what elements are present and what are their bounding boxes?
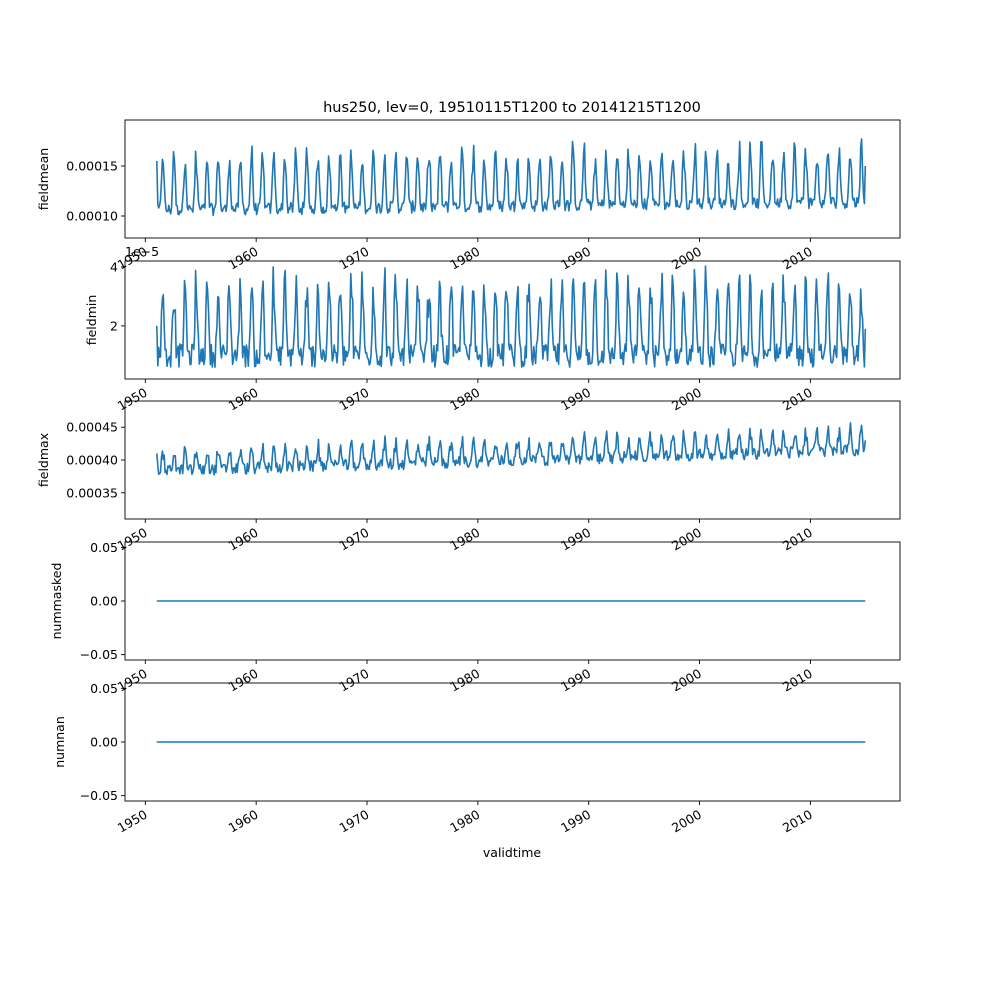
- y-tick-label: 0.00040: [66, 453, 118, 468]
- x-tick-label: 1970: [336, 807, 371, 836]
- y-tick-label: 0.05: [90, 681, 118, 696]
- x-tick-label: 1960: [226, 525, 261, 554]
- x-tick-label: 1980: [447, 244, 482, 273]
- subplot-fieldmax: 0.00035 0.00040 0.00045 1950 1960 1970 1980 199…: [36, 400, 901, 554]
- x-tick-label: 1980: [447, 807, 482, 836]
- x-tick-label: 1980: [447, 666, 482, 695]
- y-tick-label: 0.00035: [66, 485, 118, 500]
- x-tick-label: 1960: [226, 385, 261, 414]
- x-tick-label: 2010: [780, 525, 815, 554]
- x-tick-label: 1970: [336, 525, 371, 554]
- x-tick-label: 2000: [669, 807, 704, 836]
- y-tick-label: 0.00015: [66, 159, 118, 174]
- y-axis-label: fieldmin: [84, 295, 99, 346]
- x-tick-label: 2000: [669, 666, 704, 695]
- x-tick-label: 1970: [336, 385, 371, 414]
- y-axis-label: fieldmean: [36, 148, 51, 210]
- x-tick-label: 1960: [226, 244, 261, 273]
- x-tick-label: 2010: [780, 666, 815, 695]
- series-line-fieldmax: [156, 421, 867, 476]
- series-line-fieldmean: [156, 138, 867, 217]
- y-axis-label: fieldmax: [36, 433, 51, 487]
- x-tick-label: 2000: [669, 525, 704, 554]
- y-offset-text: 1e−5: [125, 244, 159, 259]
- y-tick-label: 0.00045: [66, 420, 118, 435]
- x-tick-label: 2010: [780, 385, 815, 414]
- chart-title: hus250, lev=0, 19510115T1200 to 20141215…: [323, 100, 701, 116]
- y-tick-label: 4: [110, 259, 118, 274]
- x-tick-label: 1990: [558, 244, 593, 273]
- y-tick-label: −0.05: [80, 647, 118, 662]
- axes-frame: [124, 400, 901, 520]
- y-tick-label: 2: [110, 318, 118, 333]
- y-tick-label: −0.05: [80, 788, 118, 803]
- x-tick-label: 1990: [558, 666, 593, 695]
- y-axis-label: numnan: [52, 716, 67, 768]
- x-tick-label: 1950: [115, 385, 150, 414]
- y-tick-label: 0.05: [90, 540, 118, 555]
- x-axis-label: validtime: [483, 845, 541, 860]
- y-tick-label: 0.00010: [66, 209, 118, 224]
- y-tick-label: 0.00: [90, 735, 118, 750]
- series-line-fieldmin: [156, 265, 867, 369]
- y-tick-label: 0.00: [90, 594, 118, 609]
- x-tick-label: 1990: [558, 525, 593, 554]
- axes-frame: [124, 119, 901, 239]
- x-tick-label: 1970: [336, 666, 371, 695]
- x-tick-label: 1950: [115, 666, 150, 695]
- x-tick-label: 2010: [780, 244, 815, 273]
- x-tick-label: 1980: [447, 385, 482, 414]
- x-tick-label: 1990: [558, 385, 593, 414]
- x-tick-label: 1960: [226, 666, 261, 695]
- x-tick-label: 1950: [115, 807, 150, 836]
- x-tick-label: 1990: [558, 807, 593, 836]
- axes-frame: [124, 260, 901, 380]
- x-tick-label: 2000: [669, 385, 704, 414]
- y-axis-label: nummasked: [49, 563, 64, 640]
- x-tick-label: 2010: [780, 807, 815, 836]
- x-tick-label: 1970: [336, 244, 371, 273]
- subplot-numnan: −0.05 0.00 0.05 1950 1960 1970 1980 1990 2000 201…: [52, 681, 901, 836]
- x-tick-label: 2000: [669, 244, 704, 273]
- x-tick-label: 1980: [447, 525, 482, 554]
- x-tick-label: 1960: [226, 807, 261, 836]
- x-tick-label: 1950: [115, 525, 150, 554]
- subplot-fieldmin: 2 4 1950 1960 1970 1980 1990 2000 2010 fieldmin 1e…: [84, 244, 901, 414]
